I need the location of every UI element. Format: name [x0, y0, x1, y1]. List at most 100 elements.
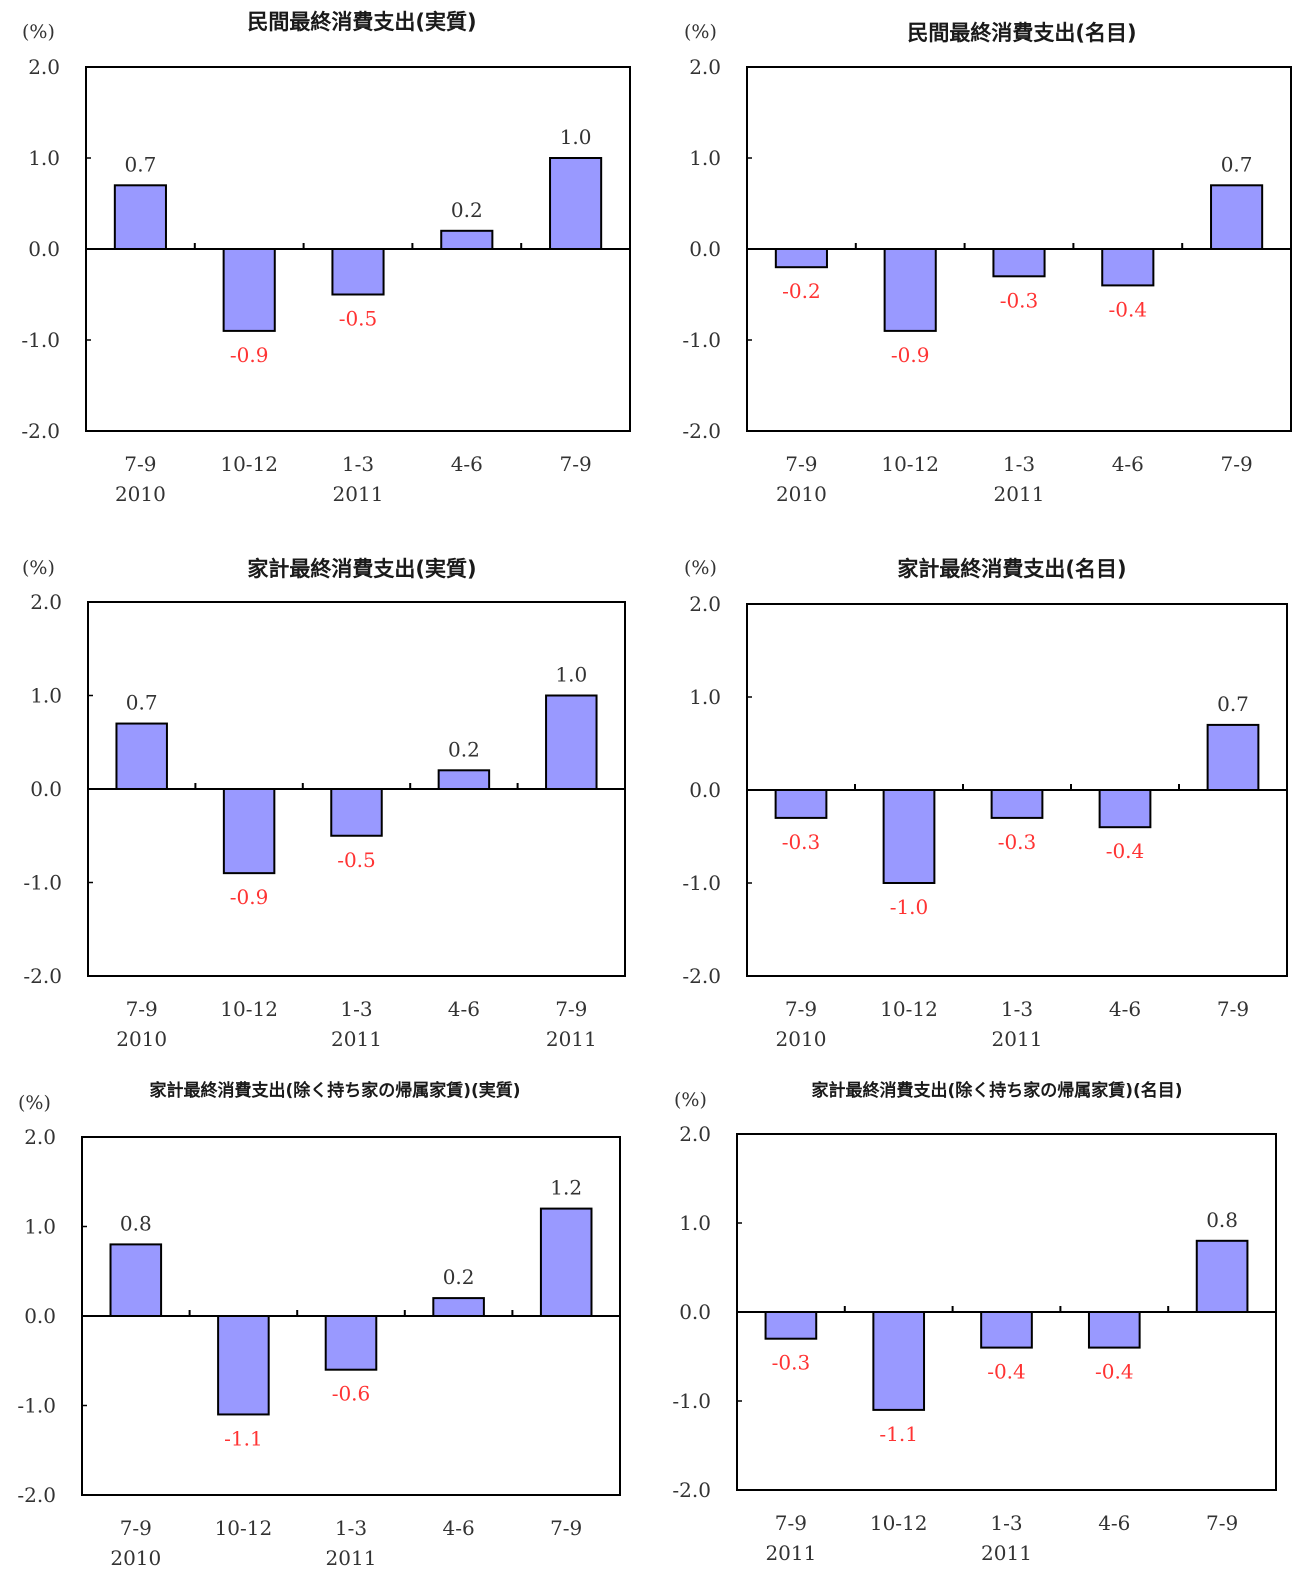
data-label: -0.2	[782, 279, 821, 303]
chart-panel-1: 民間最終消費支出(実質) (%) 2.0 1.0 0.0 -1.0 -2.0 0.7 7-9 20…	[21, 10, 631, 506]
x-tick-label: 7-9	[1206, 1511, 1238, 1535]
data-label: -0.9	[230, 343, 269, 367]
x-year-label: 2011	[765, 1541, 816, 1565]
x-tick-label: 7-9	[555, 997, 587, 1021]
bar	[545, 694, 598, 790]
chart-panel-3: 家計最終消費支出(実質) (%) 2.0 1.0 0.0 -1.0 -2.0 0.7 7-9 20…	[22, 557, 626, 1051]
y-unit-label: (%)	[684, 557, 717, 579]
y-tick-label: -2.0	[672, 1478, 711, 1502]
x-tick-label: 7-9	[550, 1516, 582, 1540]
chart-title: 家計最終消費支出(実質)	[247, 557, 476, 581]
bar	[330, 788, 383, 837]
data-label: -0.9	[891, 343, 930, 367]
bar	[113, 184, 167, 251]
y-tick-label: 2.0	[689, 592, 721, 616]
data-label: 1.0	[560, 125, 592, 149]
data-label: 1.0	[555, 663, 587, 687]
bar	[331, 248, 385, 296]
chart-panel-2: 民間最終消費支出(名目) (%) 2.0 1.0 0.0 -1.0 -2.0 -0.2 7-9 2…	[682, 21, 1292, 506]
data-label: -1.1	[879, 1422, 918, 1446]
data-label: -0.4	[1106, 839, 1145, 863]
y-tick-label: 2.0	[28, 55, 60, 79]
y-tick-label: 2.0	[689, 55, 721, 79]
x-tick-label: 4-6	[1098, 1511, 1130, 1535]
x-tick-label: 10-12	[870, 1511, 928, 1535]
y-unit-label: (%)	[22, 557, 55, 579]
x-tick-label: 7-9	[126, 997, 158, 1021]
y-tick-label: -1.0	[17, 1394, 56, 1418]
bar	[774, 248, 828, 269]
bar	[440, 229, 494, 251]
x-year-label: 2011	[331, 1027, 382, 1051]
y-tick-label: 0.0	[30, 777, 62, 801]
bar	[222, 248, 276, 332]
bar	[872, 1311, 926, 1411]
x-year-label: 2011	[326, 1546, 377, 1570]
bar	[539, 1207, 593, 1317]
x-year-label: 2011	[333, 482, 384, 506]
y-tick-label: 0.0	[689, 778, 721, 802]
bar	[1087, 1311, 1141, 1349]
y-tick-label: 1.0	[679, 1211, 711, 1235]
bar	[990, 789, 1044, 819]
chart-title: 民間最終消費支出(実質)	[247, 10, 476, 34]
bar	[883, 248, 937, 332]
x-tick-label: 10-12	[215, 1516, 273, 1540]
x-year-label: 2010	[776, 482, 827, 506]
y-tick-label: 1.0	[24, 1215, 56, 1239]
data-label: -0.3	[1000, 288, 1039, 312]
data-label: -0.6	[332, 1382, 371, 1406]
data-label: -1.1	[224, 1426, 263, 1450]
bar	[432, 1297, 485, 1317]
data-label: -1.0	[890, 895, 929, 919]
bar	[115, 722, 168, 790]
y-unit-label: (%)	[18, 1092, 51, 1114]
data-label: 1.2	[550, 1176, 582, 1200]
chart-panel-4: 家計最終消費支出(名目) (%) 2.0 1.0 0.0 -1.0 -2.0 -0.3 7-9 2…	[682, 557, 1288, 1051]
data-label: 0.8	[1206, 1208, 1238, 1232]
y-tick-label: -1.0	[682, 871, 721, 895]
data-label: 0.7	[1221, 152, 1253, 176]
y-tick-label: -2.0	[23, 964, 62, 988]
data-label: -0.5	[337, 848, 376, 872]
chart-panel-6: 家計最終消費支出(除く持ち家の帰属家賃)(名目) (%) 2.0 1.0 0.0 -1.0…	[672, 1080, 1277, 1565]
y-tick-label: -1.0	[21, 328, 60, 352]
y-tick-label: 2.0	[30, 590, 62, 614]
data-label: 0.7	[1217, 692, 1249, 716]
data-label: -0.3	[998, 830, 1037, 854]
bar	[882, 789, 936, 884]
bar	[1101, 248, 1155, 287]
data-label: -0.3	[782, 830, 821, 854]
chart-title: 民間最終消費支出(名目)	[907, 21, 1136, 45]
y-tick-label: -2.0	[682, 419, 721, 443]
y-tick-label: 0.0	[24, 1304, 56, 1328]
data-label: 0.2	[448, 737, 480, 761]
x-tick-label: 1-3	[340, 997, 372, 1021]
x-tick-label: 1-3	[1001, 997, 1033, 1021]
x-tick-label: 7-9	[785, 997, 817, 1021]
data-label: 0.7	[126, 691, 158, 715]
bar	[217, 1315, 270, 1416]
data-label: 0.8	[120, 1211, 152, 1235]
y-tick-label: 0.0	[679, 1300, 711, 1324]
y-tick-label: 0.0	[28, 237, 60, 261]
y-tick-label: -1.0	[672, 1389, 711, 1413]
bar	[549, 157, 603, 250]
y-tick-label: -2.0	[21, 419, 60, 443]
y-tick-label: 1.0	[30, 684, 62, 708]
x-tick-label: 4-6	[451, 452, 483, 476]
y-tick-label: 1.0	[689, 685, 721, 709]
x-tick-label: 7-9	[120, 1516, 152, 1540]
x-tick-label: 4-6	[1109, 997, 1141, 1021]
bar	[980, 1311, 1033, 1349]
x-year-label: 2010	[776, 1027, 827, 1051]
x-tick-label: 7-9	[785, 452, 817, 476]
x-year-label: 2011	[992, 1027, 1043, 1051]
bar	[1206, 723, 1260, 792]
x-tick-label: 10-12	[220, 997, 278, 1021]
x-tick-label: 7-9	[559, 452, 591, 476]
x-year-label: 2011	[994, 482, 1045, 506]
bar	[1210, 184, 1264, 251]
